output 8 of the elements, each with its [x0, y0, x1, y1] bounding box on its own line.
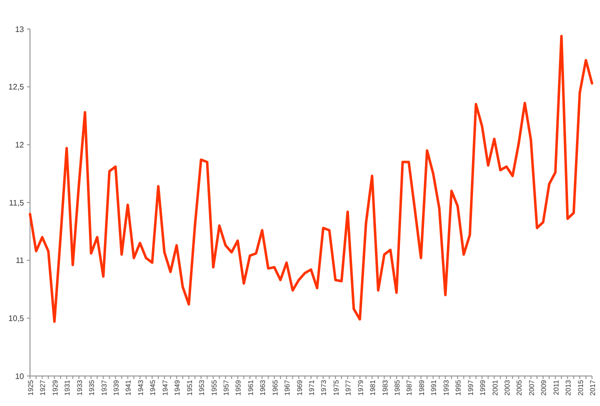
y-tick-label: 13	[15, 24, 25, 34]
y-tick-label: 12	[15, 140, 25, 150]
y-tick-label: 10	[15, 372, 25, 381]
y-tick-label: 12,5	[8, 82, 25, 92]
y-tick-label: 10,5	[8, 314, 25, 323]
line-series	[28, 34, 594, 323]
y-tick-label: 11	[16, 256, 25, 266]
y-tick-label: 11,5	[9, 198, 25, 208]
